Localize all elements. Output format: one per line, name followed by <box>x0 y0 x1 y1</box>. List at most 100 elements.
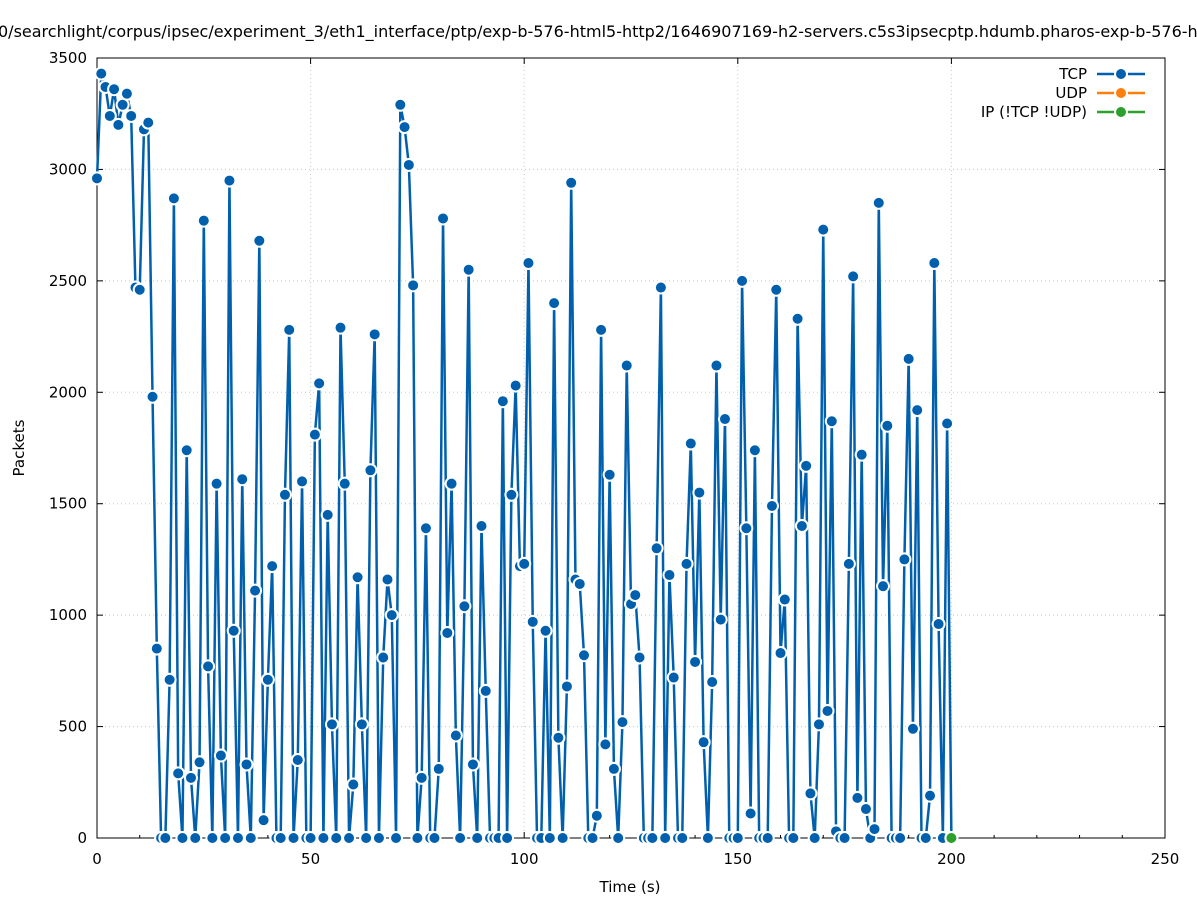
data-point <box>389 831 404 845</box>
y-tick-label: 1000 <box>49 606 87 624</box>
data-point <box>201 659 216 674</box>
data-point <box>119 86 134 101</box>
x-tick-label: 200 <box>937 850 966 868</box>
data-point <box>764 498 779 513</box>
data-point <box>342 831 357 845</box>
data-point <box>854 447 869 462</box>
data-point <box>709 358 724 373</box>
data-point <box>615 715 630 730</box>
data-point <box>312 376 327 391</box>
data-point <box>679 556 694 571</box>
y-axis-label: Packets <box>10 419 28 476</box>
data-point <box>162 672 177 687</box>
data-point <box>243 831 258 845</box>
data-point <box>542 831 557 845</box>
data-point <box>538 623 553 638</box>
data-point <box>457 599 472 614</box>
legend-label: IP (!TCP !UDP) <box>981 103 1087 121</box>
data-point <box>846 269 861 284</box>
data-point <box>688 654 703 669</box>
chart-title: 0/searchlight/corpus/ipsec/experiment_3/… <box>0 22 1197 42</box>
data-point <box>807 831 822 845</box>
data-point <box>923 788 938 803</box>
data-point <box>337 476 352 491</box>
data-point <box>166 191 181 206</box>
data-point <box>303 831 318 845</box>
data-point <box>705 675 720 689</box>
data-point <box>290 753 305 767</box>
data-point <box>282 322 297 337</box>
data-point <box>525 614 540 629</box>
data-point <box>632 650 647 665</box>
data-point <box>713 612 728 627</box>
x-tick-label: 100 <box>510 850 539 868</box>
y-tick-label: 3500 <box>49 49 87 67</box>
data-point <box>196 213 211 228</box>
data-point <box>183 770 198 785</box>
y-tick-label: 2000 <box>49 383 87 401</box>
data-point <box>256 813 271 828</box>
data-point <box>316 831 331 845</box>
data-point <box>790 311 805 326</box>
data-point <box>598 737 613 752</box>
axes: 0 50 100 150 200 2500500100015002000250030003… <box>49 49 1180 868</box>
data-point <box>649 541 664 556</box>
data-point <box>611 831 626 845</box>
legend-label: TCP <box>1058 65 1087 83</box>
data-point <box>559 679 574 694</box>
x-tick-label: 0 <box>92 850 102 868</box>
data-point <box>252 233 267 248</box>
data-point <box>307 427 322 442</box>
data-point <box>572 576 587 591</box>
data-point <box>662 568 677 583</box>
data-point <box>841 556 856 571</box>
data-point <box>444 476 459 491</box>
data-point <box>628 588 643 603</box>
data-point <box>602 467 617 482</box>
data-point <box>666 670 681 685</box>
x-axis-label: Time (s) <box>599 878 661 896</box>
legend-marker <box>1114 67 1128 81</box>
data-point <box>213 748 228 763</box>
data-point <box>465 757 480 772</box>
data-point <box>320 507 335 522</box>
data-point <box>401 157 416 172</box>
data-point <box>393 97 408 112</box>
data-point <box>786 831 801 845</box>
data-point <box>427 831 442 845</box>
data-point <box>760 831 775 845</box>
data-point <box>692 485 707 500</box>
data-point <box>329 831 344 845</box>
data-point <box>376 650 391 665</box>
data-point <box>94 66 109 81</box>
data-point <box>606 761 621 776</box>
data-point <box>619 358 634 373</box>
data-point <box>730 831 745 845</box>
data-point <box>431 761 446 776</box>
data-point <box>901 351 916 366</box>
data-point <box>205 831 220 845</box>
data-point <box>397 120 412 135</box>
data-point <box>683 436 698 451</box>
data-point <box>478 683 493 698</box>
data-point <box>218 831 233 845</box>
data-point <box>645 831 660 845</box>
data-point <box>179 443 194 458</box>
data-point <box>354 717 369 732</box>
data-point <box>222 173 237 188</box>
data-point <box>410 831 425 845</box>
data-point <box>653 280 668 295</box>
data-point <box>944 831 959 845</box>
data-point <box>564 175 579 190</box>
data-point <box>555 831 570 845</box>
data-point <box>248 583 263 598</box>
legend-marker <box>1114 86 1128 100</box>
data-point <box>495 394 510 409</box>
data-point <box>239 757 254 772</box>
data-point <box>747 443 762 458</box>
data-point <box>367 327 382 342</box>
data-point <box>508 378 523 393</box>
data-point <box>359 831 374 845</box>
